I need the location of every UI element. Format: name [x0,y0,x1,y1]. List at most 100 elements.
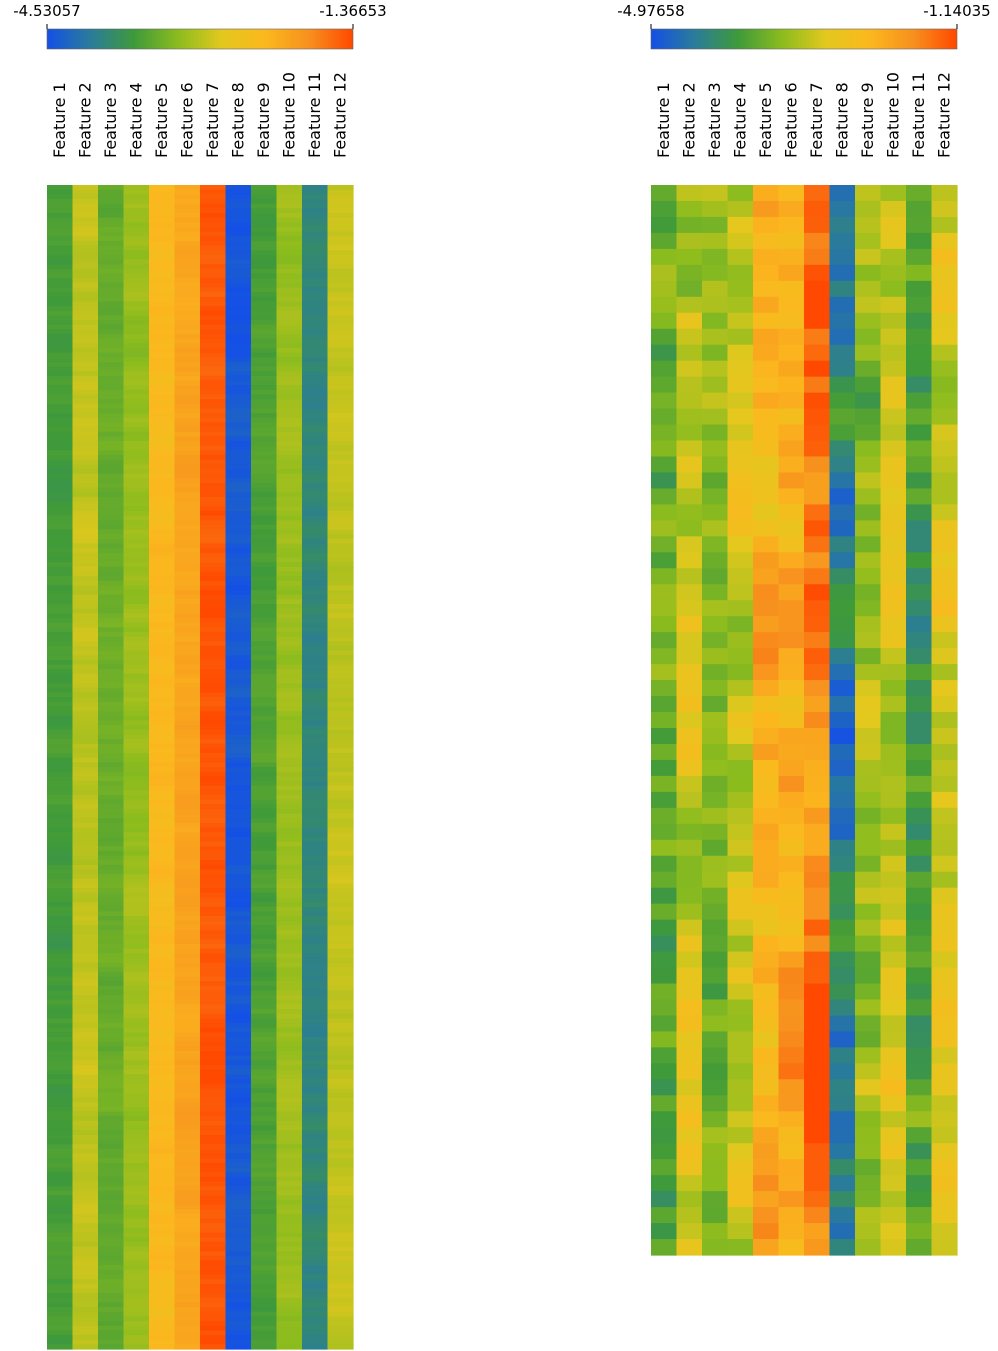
heatmap-cell [72,1027,99,1033]
heatmap-cell [225,771,252,777]
heatmap-cell [174,981,201,987]
heatmap-cell [251,706,278,712]
heatmap-cell [149,790,176,796]
heatmap-cell [778,727,805,745]
heatmap-cell [47,1078,74,1085]
heatmap-cell [702,680,729,697]
heatmap-cell [72,1223,99,1229]
heatmap-cell [702,983,729,1001]
heatmap-cell [200,939,227,945]
heatmap-cell [174,408,201,414]
heatmap-cell [149,706,176,712]
heatmap-cell [276,827,303,833]
heatmap-cell [72,655,99,661]
heatmap-cell [72,794,99,801]
heatmap-cell [302,804,329,810]
heatmap-cell [327,687,354,694]
heatmap-cell [72,520,99,526]
heatmap-cell [225,403,252,410]
heatmap-cell [302,976,329,982]
heatmap-cell [327,1144,354,1150]
heatmap-cell [276,631,303,638]
heatmap-cell [200,1283,227,1290]
heatmap-cell [47,571,74,577]
heatmap-cell [123,711,150,717]
heatmap-cell [123,846,150,852]
heatmap-cell [804,584,831,601]
heatmap-cell [276,273,303,279]
heatmap-cell [727,807,754,825]
heatmap-cell [225,915,252,922]
heatmap-cell [200,860,227,866]
heatmap-cell [123,939,150,945]
colorbar-max-label: -1.14035 [923,2,990,20]
heatmap-cell [251,692,278,698]
heatmap-cell [200,501,227,507]
heatmap-cell [327,869,354,875]
heatmap-cell [123,767,150,773]
heatmap-cell [302,1265,329,1271]
heatmap-cell [174,1088,201,1094]
heatmap-cell [327,1106,354,1113]
heatmap-cell [72,487,99,493]
heatmap-cell [251,757,278,763]
heatmap-cell [804,456,831,474]
heatmap-cell [47,818,74,824]
heatmap-cell [880,456,907,474]
heatmap-cell [276,1083,303,1089]
heatmap-cell [72,1279,99,1285]
heatmap-cell [149,1018,176,1024]
heatmap-cell [72,673,99,680]
heatmap-cell [225,510,252,517]
heatmap-cell [225,636,252,642]
heatmap-cell [327,1265,354,1271]
heatmap-cell [200,701,227,708]
heatmap-cell [174,1023,201,1029]
heatmap-cell [149,1186,176,1192]
heatmap-cell [72,399,99,405]
heatmap-cell [880,1239,907,1256]
heatmap-cell [327,361,354,368]
heatmap-cell [174,455,201,461]
heatmap-cell [880,935,907,953]
heatmap-cell [98,250,125,256]
heatmap-cell [225,1144,252,1150]
heatmap-cell [149,962,176,968]
heatmap-cell [302,631,329,638]
heatmap-cell [123,818,150,824]
heatmap-cell [98,1051,125,1057]
heatmap-cell [47,762,74,768]
heatmap-cell [327,198,354,205]
heatmap-cell [123,943,150,950]
heatmap-cell [149,1227,176,1234]
heatmap-cell [302,664,329,670]
heatmap-cell [72,948,99,954]
heatmap-cell [98,203,125,209]
heatmap-cell [327,469,354,475]
heatmap-cell [123,441,150,447]
heatmap-cell [123,673,150,680]
heatmap-cell [200,1321,227,1327]
heatmap-cell [753,1047,780,1064]
heatmap-cell [98,767,125,773]
heatmap-cell [149,1344,176,1350]
heatmap-cell [174,1158,201,1164]
feature-label: Feature 7 [807,82,826,158]
heatmap-cell [327,571,354,577]
heatmap-cell [651,600,678,617]
heatmap-cell [251,1023,278,1029]
heatmap-cell [200,953,227,959]
heatmap-cell [225,869,252,875]
heatmap-cell [123,911,150,917]
heatmap-cell [276,1148,303,1155]
heatmap-cell [225,683,252,689]
heatmap-cell [302,906,329,912]
heatmap-cell [302,618,329,624]
heatmap-cell [72,264,99,270]
heatmap-cell [123,953,150,959]
heatmap-cell [225,441,252,447]
heatmap-cell [804,328,831,346]
feature-label: Feature 6 [781,82,800,158]
heatmap-cell [98,855,125,861]
heatmap-cell [829,759,856,777]
